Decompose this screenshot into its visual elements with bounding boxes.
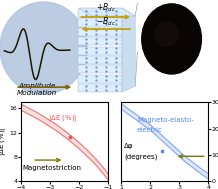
Bar [78, 65, 122, 74]
Text: $-B_{dc}$: $-B_{dc}$ [96, 15, 116, 28]
Text: Phase
Modulation: Phase Modulation [157, 102, 197, 115]
Bar [78, 84, 122, 92]
Ellipse shape [0, 2, 87, 94]
Text: electric: electric [137, 128, 163, 133]
Polygon shape [78, 8, 135, 16]
Text: Magnetostriction: Magnetostriction [22, 165, 81, 171]
Bar [78, 56, 122, 64]
Bar [78, 28, 122, 36]
Bar [78, 19, 122, 27]
Text: Amplitude
Modulation: Amplitude Modulation [17, 83, 57, 96]
Bar [78, 75, 122, 83]
Text: |$\Delta$E (%)|: |$\Delta$E (%)| [48, 113, 78, 124]
Text: $+B_{dc}$: $+B_{dc}$ [96, 1, 116, 14]
Polygon shape [122, 8, 135, 92]
Ellipse shape [155, 22, 178, 46]
Bar [78, 37, 122, 45]
Y-axis label: |$\Delta$E (%)|: |$\Delta$E (%)| [0, 127, 8, 156]
Text: 20 nm: 20 nm [184, 90, 202, 95]
Bar [78, 46, 122, 55]
Ellipse shape [142, 4, 201, 74]
Text: Magneto-elasto-: Magneto-elasto- [137, 117, 194, 123]
Bar [78, 9, 122, 17]
Text: (degrees): (degrees) [124, 154, 157, 160]
Text: Δφ: Δφ [124, 143, 133, 149]
